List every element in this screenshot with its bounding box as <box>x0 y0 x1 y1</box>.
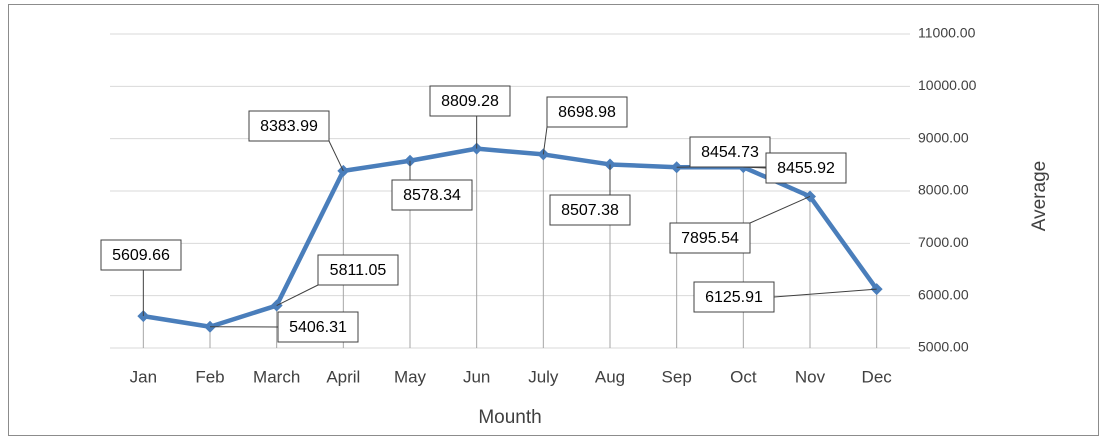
y-tick-label: 11000.00 <box>918 25 976 41</box>
x-axis-title: Mounth <box>478 407 541 428</box>
data-label: 5811.05 <box>330 262 387 279</box>
data-label-box <box>429 85 511 117</box>
x-tick-label: May <box>394 367 427 386</box>
x-tick-label: Oct <box>730 367 757 386</box>
data-label-box <box>549 194 631 226</box>
x-tick-label: Aug <box>595 367 625 386</box>
leader-line <box>773 288 877 298</box>
data-label-box <box>277 311 359 343</box>
y-tick-label: 5000.00 <box>918 339 969 355</box>
data-label-box <box>689 136 771 168</box>
data-label: 8455.92 <box>777 160 835 177</box>
x-tick-label: Feb <box>195 367 224 386</box>
y-tick-label: 8000.00 <box>918 182 969 198</box>
y-tick-label: 6000.00 <box>918 286 969 302</box>
x-tick-label: July <box>528 367 559 386</box>
leader-line <box>749 196 811 224</box>
data-label-box <box>765 152 847 184</box>
leader-line <box>328 140 344 172</box>
data-label: 7895.54 <box>681 230 739 247</box>
x-tick-label: Sep <box>662 367 692 386</box>
data-label-box <box>693 281 775 313</box>
x-tick-label: April <box>326 367 360 386</box>
data-label: 8383.99 <box>260 118 318 135</box>
data-label: 8698.98 <box>558 104 616 121</box>
series-line <box>142 146 879 329</box>
data-label-box <box>100 239 182 271</box>
data-label-box <box>248 110 330 142</box>
x-tick-label: Jun <box>463 367 490 386</box>
y-tick-label: 7000.00 <box>918 234 969 250</box>
x-tick-label: Jan <box>130 367 157 386</box>
data-label-box <box>546 96 628 128</box>
leader-line <box>743 166 767 169</box>
data-label: 8507.38 <box>561 202 619 219</box>
data-label: 6125.91 <box>705 289 763 306</box>
data-label: 5609.66 <box>112 247 170 264</box>
y-tick-label: 9000.00 <box>918 129 969 145</box>
y-axis-title: Average <box>1029 161 1050 231</box>
leader-line <box>276 284 319 307</box>
y-tick-label: 10000.00 <box>918 77 977 93</box>
data-label-box <box>317 254 399 286</box>
data-label: 5406.31 <box>289 319 347 336</box>
x-tick-label: Nov <box>795 367 826 386</box>
data-label: 8454.73 <box>701 144 759 161</box>
data-label-box <box>391 179 473 211</box>
x-tick-label: March <box>253 367 300 386</box>
data-label: 8578.34 <box>403 187 461 204</box>
x-tick-label: Dec <box>862 367 893 386</box>
data-label: 8809.28 <box>441 93 499 110</box>
data-label-box <box>669 222 751 254</box>
leader-line <box>542 126 548 155</box>
